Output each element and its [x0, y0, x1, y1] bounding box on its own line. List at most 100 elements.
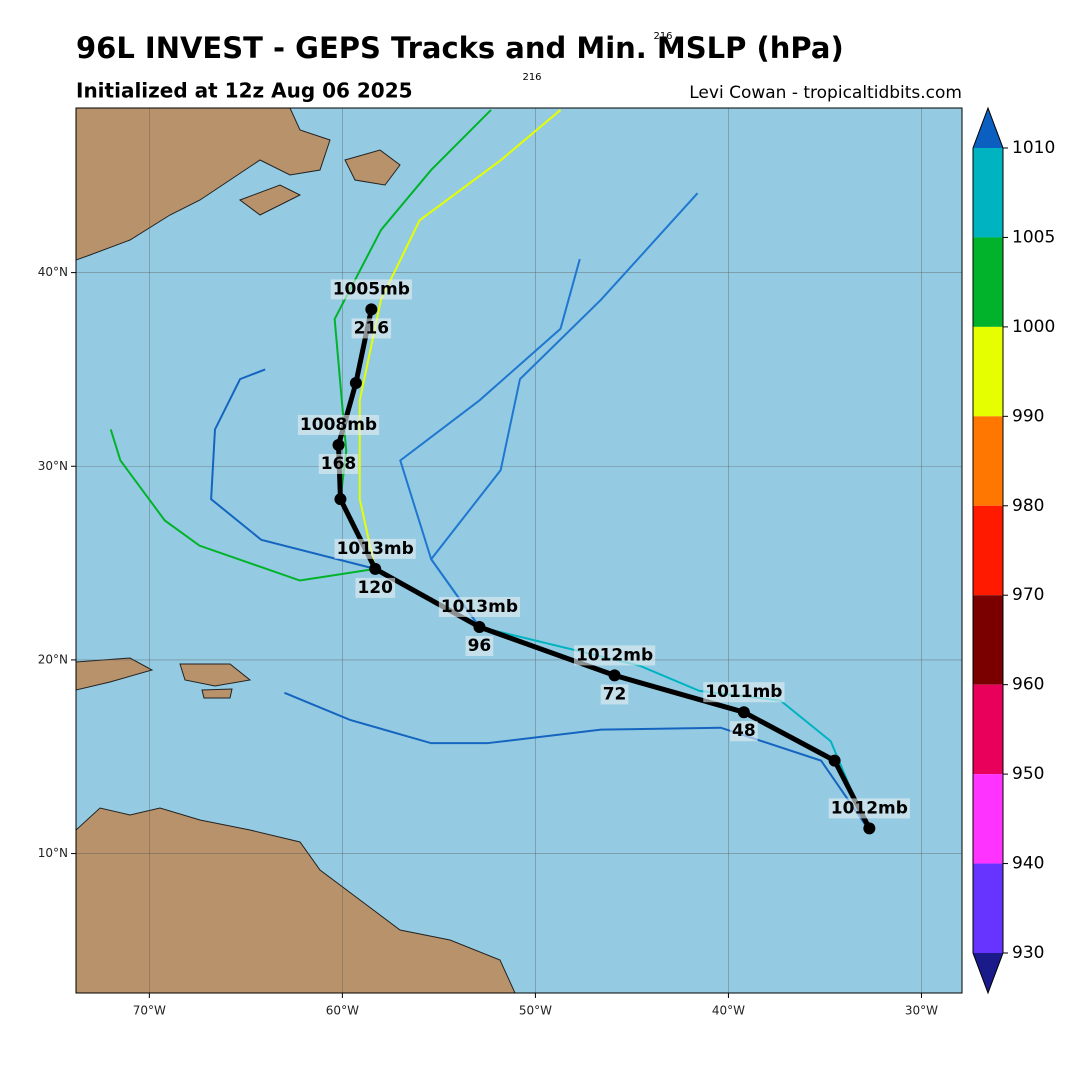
colorbar-label: 990	[1012, 406, 1044, 426]
track-label: 1005mb	[330, 279, 412, 300]
track-label: 1011mb	[703, 682, 785, 703]
colorbar-bin	[973, 684, 1003, 775]
label-box	[318, 453, 359, 474]
mean-track-point	[473, 620, 486, 633]
hour-label: 96	[468, 636, 492, 656]
mean-track-point	[608, 669, 621, 682]
track-label: 1013mb	[438, 596, 521, 617]
label-box	[438, 596, 521, 617]
colorbar-under	[973, 953, 1003, 993]
mean-track-point	[828, 754, 841, 767]
track-label: 96	[465, 635, 494, 656]
label-box	[573, 645, 656, 666]
track-label: 216	[351, 318, 392, 339]
colorbar-label: 960	[1012, 675, 1044, 695]
track-label: 72	[600, 684, 629, 705]
track-label: 168	[318, 453, 359, 474]
grid: 70°W 60°W 50°W 40°W 30°W 10°N 20°N 30°N 40°N	[38, 108, 962, 1018]
pressure-label: 1008mb	[300, 415, 377, 435]
hour-label: 48	[732, 721, 756, 741]
colorbar-label: 970	[1012, 585, 1044, 605]
colorbar-bin	[973, 237, 1003, 327]
north-america	[76, 108, 331, 261]
x-tick-label: 50°W	[519, 1004, 552, 1018]
colorbar-bin	[973, 595, 1003, 685]
mean-track-point	[737, 706, 750, 719]
stray-label: 216	[522, 72, 541, 83]
track-label: 1012mb	[828, 798, 910, 819]
hour-label: 72	[603, 684, 627, 704]
colorbar-label: 940	[1012, 854, 1044, 874]
track-label: 48	[730, 721, 758, 742]
label-box	[828, 798, 910, 819]
y-tick-label: 40°N	[38, 265, 68, 279]
label-box	[355, 577, 396, 598]
label-box	[730, 721, 758, 742]
track-label: 1008mb	[297, 414, 380, 435]
pressure-label: 1012mb	[576, 645, 653, 665]
colorbar-bin	[973, 863, 1003, 953]
credit: Levi Cowan - tropicaltidbits.com	[689, 83, 962, 103]
colorbar-bin	[973, 774, 1003, 864]
hispaniola	[179, 663, 252, 687]
y-tick-label: 10°N	[38, 846, 68, 860]
track-label: 1012mb	[573, 645, 656, 666]
label-box	[600, 684, 629, 705]
title: 96L INVEST - GEPS Tracks and Min. MSLP (…	[76, 31, 844, 65]
hour-label: 120	[357, 578, 393, 598]
pressure-label: 1013mb	[441, 597, 518, 617]
puerto-rico	[201, 688, 233, 699]
track-label: 120	[355, 577, 396, 598]
colorbar-label: 1005	[1012, 227, 1055, 247]
mean-track-point	[334, 493, 347, 506]
x-tick-label: 40°W	[712, 1004, 745, 1018]
hour-label: 168	[321, 454, 357, 474]
label-box	[297, 414, 380, 435]
colorbar-bin	[973, 148, 1003, 238]
labels: 1012mb 1011mb 48 1012mb 72 1013mb 96 1013mb 120 1…	[297, 279, 910, 819]
mean-track-point	[365, 303, 378, 316]
pressure-label: 1013mb	[337, 539, 414, 559]
pressure-label: 1005mb	[333, 279, 410, 299]
ensemble-track	[284, 691, 868, 828]
stray-label: 216	[653, 31, 672, 42]
south-america	[76, 807, 516, 993]
track-label: 1013mb	[334, 538, 416, 559]
colorbar-label: 930	[1012, 943, 1044, 963]
pressure-label: 1011mb	[705, 682, 782, 702]
subtitle: Initialized at 12z Aug 06 2025	[76, 79, 413, 103]
label-box	[330, 279, 412, 300]
ensemble-track	[399, 258, 581, 628]
y-tick-label: 20°N	[38, 652, 68, 666]
ensemble-track	[358, 109, 562, 570]
nova-scotia	[238, 184, 302, 216]
label-box	[465, 635, 494, 656]
y-tick-label: 30°N	[38, 459, 68, 473]
colorbar-bin	[973, 326, 1003, 417]
ensemble-track	[210, 368, 376, 570]
label-box	[703, 682, 785, 703]
colorbar-bin	[973, 505, 1003, 596]
label-box	[334, 538, 416, 559]
newfoundland	[344, 149, 401, 186]
x-tick-label: 70°W	[133, 1004, 166, 1018]
mean-track-point	[863, 822, 876, 835]
colorbar-bin	[973, 416, 1003, 506]
colorbar-label: 1000	[1012, 317, 1055, 337]
mean-track-point	[369, 562, 382, 575]
cuba	[76, 657, 154, 691]
mean-track-point	[349, 376, 362, 389]
colorbar-label: 950	[1012, 764, 1044, 784]
colorbar-over	[973, 108, 1003, 148]
colorbar-label: 980	[1012, 496, 1044, 516]
colorbar: 1010 1005 1000 990 980 970 960 950 940 930	[972, 106, 1055, 995]
label-box	[351, 318, 392, 339]
colorbar-label: 1010	[1012, 138, 1055, 158]
pressure-label: 1012mb	[831, 798, 908, 818]
mean-track-point	[332, 438, 345, 451]
tracks	[109, 109, 876, 835]
hour-label: 216	[354, 318, 390, 338]
land	[76, 108, 516, 993]
